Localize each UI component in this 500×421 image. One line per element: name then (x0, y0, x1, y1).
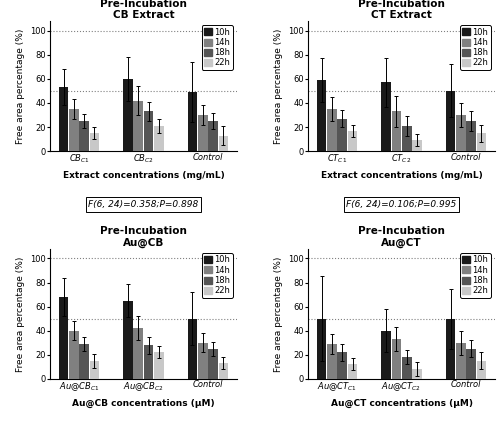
Bar (476, 361, 486, 379)
Bar (446, 91, 456, 151)
Bar (348, 365, 358, 379)
Y-axis label: Free area percentage (%): Free area percentage (%) (274, 256, 282, 371)
Bar (58, 87, 68, 151)
Legend: 10h, 14h, 18h, 22h: 10h, 14h, 18h, 22h (460, 253, 491, 298)
Bar (123, 301, 133, 379)
Bar (80, 344, 89, 379)
Bar (348, 131, 358, 151)
Text: F(6, 24)=0.358;P=0.898: F(6, 24)=0.358;P=0.898 (88, 200, 198, 209)
Bar (327, 344, 336, 379)
Bar (402, 126, 411, 151)
Bar (338, 352, 347, 379)
Title: Pre-Incubation
Au@CB: Pre-Incubation Au@CB (100, 226, 187, 248)
Y-axis label: Free area percentage (%): Free area percentage (%) (274, 29, 282, 144)
Bar (144, 345, 154, 379)
Bar (466, 349, 476, 379)
Bar (412, 369, 422, 379)
Bar (188, 92, 198, 151)
Bar (218, 136, 228, 151)
Bar (188, 319, 198, 379)
Text: F(6, 24)=0.106;P=0.995: F(6, 24)=0.106;P=0.995 (346, 200, 457, 209)
Bar (198, 115, 207, 151)
Bar (144, 112, 154, 151)
Bar (392, 339, 401, 379)
Bar (134, 328, 143, 379)
Bar (90, 361, 100, 379)
Bar (154, 352, 164, 379)
X-axis label: Au@CT concentrations (μM): Au@CT concentrations (μM) (330, 399, 472, 408)
Bar (402, 357, 411, 379)
Bar (381, 83, 391, 151)
Bar (476, 133, 486, 151)
Bar (316, 319, 326, 379)
Bar (154, 126, 164, 151)
Legend: 10h, 14h, 18h, 22h: 10h, 14h, 18h, 22h (460, 25, 491, 70)
X-axis label: Extract concentrations (mg/mL): Extract concentrations (mg/mL) (320, 171, 482, 180)
Bar (381, 331, 391, 379)
Bar (466, 121, 476, 151)
Bar (218, 363, 228, 379)
Bar (456, 343, 466, 379)
Bar (58, 297, 68, 379)
Legend: 10h, 14h, 18h, 22h: 10h, 14h, 18h, 22h (202, 25, 233, 70)
Bar (134, 101, 143, 151)
Title: Pre-Incubation
CB Extract: Pre-Incubation CB Extract (100, 0, 187, 20)
Bar (198, 343, 207, 379)
X-axis label: Au@CB concentrations (μM): Au@CB concentrations (μM) (72, 399, 215, 408)
Bar (80, 121, 89, 151)
Bar (69, 331, 78, 379)
Legend: 10h, 14h, 18h, 22h: 10h, 14h, 18h, 22h (202, 253, 233, 298)
Y-axis label: Free area percentage (%): Free area percentage (%) (16, 29, 24, 144)
Bar (208, 349, 218, 379)
Bar (327, 109, 336, 151)
Bar (392, 112, 401, 151)
Bar (456, 115, 466, 151)
Bar (208, 121, 218, 151)
Bar (316, 80, 326, 151)
Bar (69, 109, 78, 151)
Title: Pre-Incubation
CT Extract: Pre-Incubation CT Extract (358, 0, 445, 20)
Y-axis label: Free area percentage (%): Free area percentage (%) (16, 256, 24, 371)
Bar (338, 119, 347, 151)
Bar (446, 319, 456, 379)
Title: Pre-Incubation
Au@CT: Pre-Incubation Au@CT (358, 226, 445, 248)
Bar (412, 140, 422, 151)
X-axis label: Extract concentrations (mg/mL): Extract concentrations (mg/mL) (62, 171, 224, 180)
Bar (123, 79, 133, 151)
Bar (90, 133, 100, 151)
